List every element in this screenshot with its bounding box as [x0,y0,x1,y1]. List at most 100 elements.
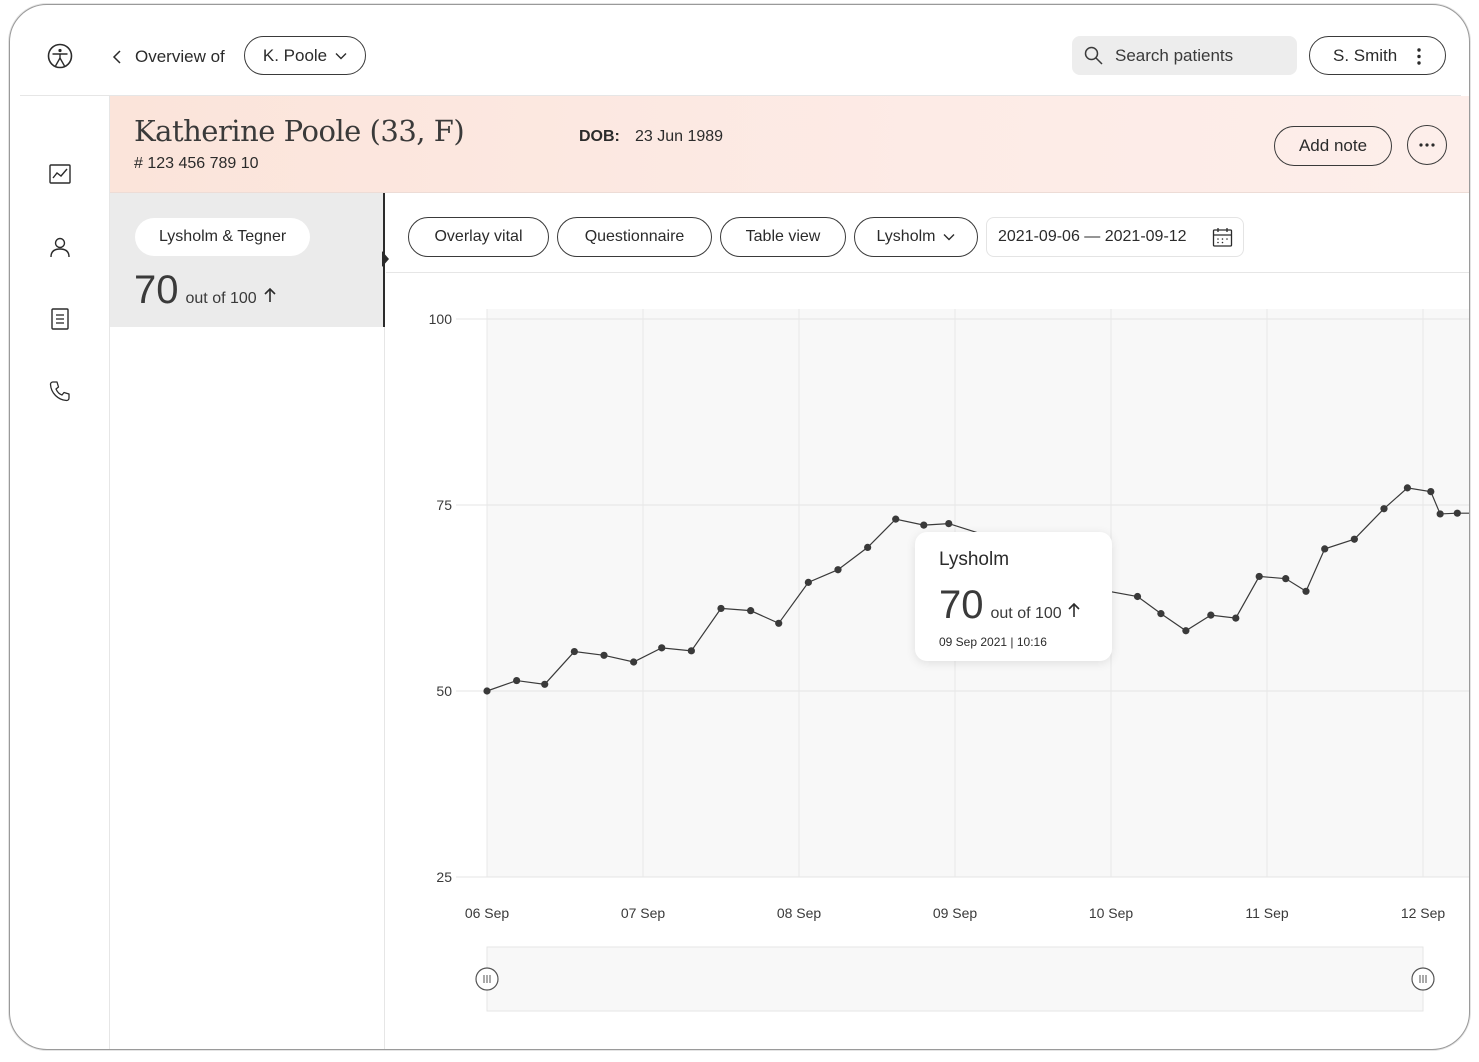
panel-notch [382,251,389,267]
data-point[interactable] [1282,575,1290,583]
data-point[interactable] [483,687,491,695]
data-point[interactable] [1380,505,1388,513]
data-point[interactable] [892,515,900,523]
x-tick-label: 09 Sep [933,905,978,921]
calendar-icon [1212,228,1233,247]
user-menu-button[interactable]: S. Smith [1309,36,1446,75]
x-tick-label: 10 Sep [1089,905,1134,921]
chevron-down-icon [943,234,955,241]
data-point[interactable] [747,607,755,615]
data-point[interactable] [834,566,842,574]
y-tick-label: 75 [436,497,452,513]
data-point[interactable] [1350,535,1358,543]
data-point[interactable] [1133,592,1142,601]
data-point[interactable] [513,676,521,685]
chart-icon[interactable] [48,162,72,186]
tooltip-value-group: 70 out of 100 [939,583,1081,628]
y-tick-label: 25 [436,869,452,885]
patient-header: Katherine Poole (33, F) # 123 456 789 10… [110,96,1469,193]
data-point[interactable] [1157,610,1165,618]
data-point[interactable] [1255,572,1263,581]
metric-label: Lysholm & Tegner [135,218,311,256]
phone-icon[interactable] [48,379,72,403]
data-point[interactable] [775,619,783,627]
chart-tooltip: Lysholm 70 out of 100 09 Sep 2021 | 10:1… [915,532,1112,661]
score-type-label: Lysholm [876,228,936,245]
x-tick-label: 11 Sep [1245,905,1289,921]
top-bar: Overview of K. Poole Search patients S. … [20,5,1461,96]
data-point[interactable] [804,578,812,586]
back-label: Overview of [135,47,225,66]
data-point[interactable] [687,647,695,655]
data-point[interactable] [1427,488,1435,496]
overlay-vital-label: Overlay vital [434,228,523,245]
search-icon [1084,46,1103,65]
tooltip-unit: out of 100 [990,605,1062,622]
x-tick-label: 06 Sep [465,905,510,921]
kebab-icon [1417,48,1421,65]
table-view-button[interactable]: Table view [720,217,846,257]
user-name: S. Smith [1333,45,1398,65]
patient-selector[interactable]: K. Poole [244,36,366,75]
data-point[interactable] [945,520,953,528]
tooltip-date: 09 Sep 2021 | 10:16 [939,635,1047,649]
chevron-left-icon [112,50,121,64]
person-icon[interactable] [48,235,72,259]
data-point[interactable] [1403,484,1411,492]
score-type-select[interactable]: Lysholm [854,217,978,257]
data-point[interactable] [1182,627,1190,635]
data-point[interactable] [1302,587,1310,595]
device-frame: Overview of K. Poole Search patients S. … [9,4,1470,1050]
data-point[interactable] [864,543,872,552]
data-point[interactable] [1453,509,1461,517]
questionnaire-label: Questionnaire [584,228,685,245]
x-tick-label: 12 Sep [1401,905,1446,921]
back-link[interactable]: Overview of [111,47,225,67]
data-point[interactable] [920,521,928,529]
data-point[interactable] [541,680,549,688]
lysholm-line-chart[interactable]: 100 75 50 25 06 Sep 07 Sep 08 Sep 09 Sep 10 Sep 1… [386,295,1470,1035]
data-point[interactable] [1232,614,1240,622]
patient-name: Katherine Poole (33, F) [134,114,465,148]
logo-icon[interactable] [47,43,73,69]
data-point[interactable] [658,644,666,652]
metric-value-group: 70 out of 100 [134,268,277,313]
app: Overview of K. Poole Search patients S. … [20,5,1469,1049]
x-tick-label: 08 Sep [777,905,822,921]
y-tick-label: 50 [436,683,452,699]
data-point[interactable] [1321,545,1329,553]
arrow-up-icon [264,287,276,302]
data-point[interactable] [717,604,725,613]
arrow-up-icon [1068,602,1080,617]
range-slider-track[interactable] [486,946,1424,1012]
questionnaire-button[interactable]: Questionnaire [557,217,712,257]
add-note-button[interactable]: Add note [1274,126,1392,166]
document-icon[interactable] [48,307,72,331]
table-view-label: Table view [745,228,821,245]
data-point[interactable] [1436,510,1444,518]
toolbar-divider [386,272,1469,273]
patient-id: # 123 456 789 10 [134,155,259,172]
date-range-picker[interactable]: 2021-09-06 — 2021-09-12 [986,217,1244,257]
x-tick-label: 07 Sep [621,905,666,921]
search-placeholder: Search patients [1115,45,1234,65]
tooltip-title: Lysholm [939,549,1010,570]
search-input[interactable]: Search patients [1072,36,1297,75]
more-options-button[interactable] [1407,125,1447,165]
dob-label: DOB: [579,128,620,145]
panel-divider [384,327,385,1049]
data-point[interactable] [600,651,608,659]
y-tick-label: 100 [429,311,453,327]
dob-value: 23 Jun 1989 [635,128,724,145]
patient-selector-label: K. Poole [262,45,328,65]
data-point[interactable] [570,647,578,656]
ellipsis-icon [1419,143,1435,147]
tooltip-value: 70 [939,583,984,627]
metric-card[interactable]: Lysholm & Tegner 70 out of 100 [110,193,385,327]
date-range-value: 2021-09-06 — 2021-09-12 [998,228,1187,245]
overlay-vital-button[interactable]: Overlay vital [408,217,549,257]
data-point[interactable] [630,658,638,666]
metric-unit: out of 100 [185,290,257,307]
chevron-down-icon [335,52,347,59]
data-point[interactable] [1207,611,1215,619]
